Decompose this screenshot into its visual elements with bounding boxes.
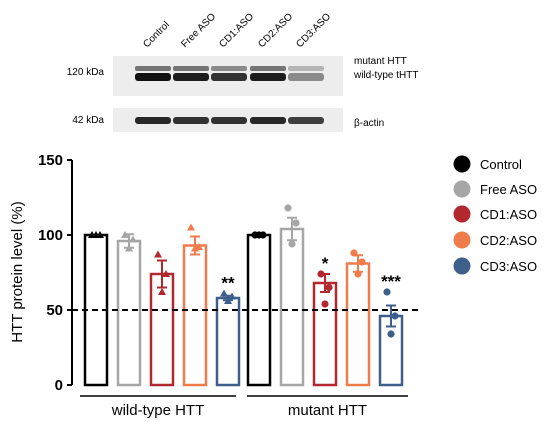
legend-marker <box>453 205 471 223</box>
lane-label: CD1:ASO <box>217 11 256 50</box>
legend: Control Free ASO CD1:ASO CD2:ASO CD3:ASO <box>453 155 537 275</box>
blot-band-upper <box>173 66 209 71</box>
data-point-triangle <box>121 231 129 238</box>
legend-marker <box>453 231 471 249</box>
data-point-circle <box>358 258 366 266</box>
legend-marker <box>453 155 471 173</box>
y-tick-label: 50 <box>46 302 63 319</box>
data-point-circle <box>317 270 325 278</box>
mw-label: 120 kDa <box>67 67 105 78</box>
data-point-circle <box>259 231 267 239</box>
bar <box>182 244 208 387</box>
data-point-triangle <box>228 292 236 300</box>
western-blot: Control Free ASO CD1:ASO CD2:ASO CD3:ASO 120 … <box>67 11 418 132</box>
data-point-triangle <box>220 289 228 297</box>
data-point-circle <box>391 312 399 320</box>
data-point-triangle <box>158 288 166 295</box>
significance-label: * <box>322 254 329 273</box>
data-point-triangle <box>162 270 170 277</box>
data-point-circle <box>321 300 329 308</box>
data-point-circle <box>284 204 292 212</box>
data-point-triangle <box>187 223 195 231</box>
data-point-triangle <box>224 297 232 304</box>
blot-band-actin <box>250 117 286 124</box>
blot-band-actin <box>288 117 324 124</box>
blot-band-lower <box>211 73 247 81</box>
data-point-circle <box>383 288 391 296</box>
blot-band-lower <box>173 73 209 81</box>
blot-band-upper <box>135 66 171 71</box>
significance-label: *** <box>381 272 401 291</box>
legend-marker <box>453 180 471 198</box>
y-tick-label: 0 <box>55 377 63 394</box>
bar <box>312 281 338 387</box>
bar <box>279 227 305 387</box>
band-label: mutant HTT <box>354 56 407 67</box>
y-axis-label: HTT protein level (%) <box>9 201 26 342</box>
legend-label: Control <box>480 157 522 172</box>
legend-label: CD3:ASO <box>480 259 537 274</box>
data-point-triangle <box>125 244 133 252</box>
lane-label: CD2:ASO <box>256 11 295 50</box>
group-label: wild-type HTT <box>111 402 205 419</box>
data-point-circle <box>292 219 300 227</box>
lane-label: Free ASO <box>179 11 218 50</box>
blot-band-actin <box>173 117 209 124</box>
data-point-triangle <box>129 235 137 243</box>
lane-label: Control <box>141 20 172 51</box>
blot-band-lower <box>250 73 286 81</box>
data-point-triangle <box>96 231 104 238</box>
bar <box>116 239 142 387</box>
mw-label: 42 kDa <box>72 115 104 126</box>
data-point-circle <box>288 240 296 248</box>
y-tick-label: 150 <box>38 152 63 169</box>
data-point-circle <box>325 283 333 292</box>
legend-label: CD2:ASO <box>480 233 537 248</box>
significance-label: ** <box>221 274 235 293</box>
legend-label: CD1:ASO <box>480 207 537 222</box>
blot-band-upper <box>250 66 286 71</box>
data-point-triangle <box>191 244 199 252</box>
blot-band-lower <box>135 73 171 81</box>
lane-label: CD3:ASO <box>294 11 333 50</box>
data-point-circle <box>350 249 358 257</box>
blot-band-upper <box>288 66 324 71</box>
bar <box>215 296 241 387</box>
band-label: β-actin <box>354 118 384 129</box>
blot-band-upper <box>211 66 247 71</box>
data-point-triangle <box>154 250 162 258</box>
legend-label: Free ASO <box>480 182 537 197</box>
blot-band-actin <box>135 117 171 124</box>
group-label: mutant HTT <box>288 402 367 419</box>
blot-band-actin <box>211 117 247 124</box>
blot-band-lower <box>288 73 324 81</box>
data-point-circle <box>387 330 395 338</box>
legend-marker <box>453 257 471 275</box>
y-tick-label: 100 <box>38 227 63 244</box>
data-point-circle <box>354 270 362 278</box>
band-label: wild-type tHTT <box>353 70 418 81</box>
bar <box>345 262 371 387</box>
